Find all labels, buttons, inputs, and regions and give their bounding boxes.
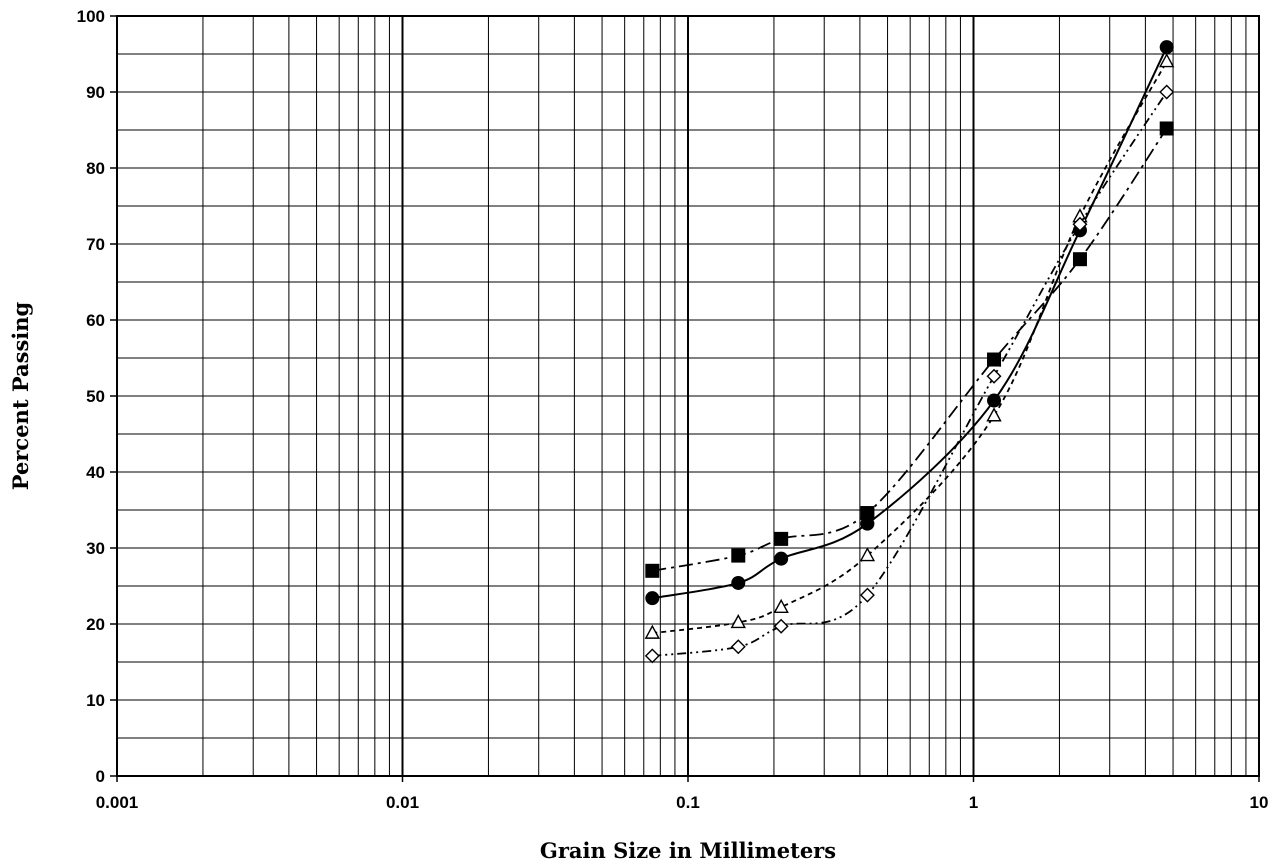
chart-grid bbox=[116, 15, 1259, 777]
square-marker bbox=[1159, 121, 1174, 136]
diamond-marker bbox=[986, 368, 1002, 384]
y-tick-label: 30 bbox=[86, 539, 105, 558]
y-tick-label: 90 bbox=[86, 83, 105, 102]
circle-marker bbox=[774, 551, 789, 566]
diamond-marker bbox=[1072, 216, 1088, 232]
diamond-marker bbox=[773, 618, 789, 634]
series-line-3 bbox=[652, 61, 1168, 635]
y-tick-label: 40 bbox=[86, 463, 105, 482]
square-marker bbox=[860, 506, 875, 521]
tick-labels: 0 10 20 30 40 50 60 70 80 90 100 0.001 0.01 0.1 1 10 bbox=[77, 7, 1269, 812]
y-tick-label: 100 bbox=[77, 7, 105, 26]
y-tick-label: 70 bbox=[86, 235, 105, 254]
square-marker bbox=[731, 548, 746, 563]
diamond-marker bbox=[859, 587, 875, 603]
x-tick-label: 0.01 bbox=[386, 793, 419, 812]
circle-marker bbox=[1159, 40, 1174, 55]
y-tick-label: 80 bbox=[86, 159, 105, 178]
y-tick-label: 20 bbox=[86, 615, 105, 634]
data-series bbox=[644, 40, 1175, 664]
triangle-marker bbox=[859, 547, 876, 562]
triangle-marker bbox=[986, 407, 1002, 422]
series-line-4 bbox=[652, 91, 1168, 657]
triangle-marker bbox=[730, 614, 746, 629]
triangle-marker bbox=[644, 624, 661, 639]
y-tick-label: 0 bbox=[96, 767, 105, 786]
x-tick-label: 1 bbox=[969, 793, 978, 812]
circle-marker bbox=[645, 591, 660, 606]
circle-marker bbox=[731, 575, 746, 590]
diamond-marker bbox=[1159, 84, 1175, 100]
plot-frame bbox=[116, 15, 1260, 777]
diamond-marker bbox=[730, 639, 746, 655]
square-marker bbox=[1072, 252, 1087, 267]
x-tick-label: 0.1 bbox=[676, 793, 700, 812]
x-tick-label: 10 bbox=[1250, 793, 1269, 812]
x-axis-label: Grain Size in Millimeters bbox=[540, 838, 836, 863]
square-marker bbox=[774, 531, 789, 546]
y-tick-label: 10 bbox=[86, 691, 105, 710]
x-tick-label: 0.001 bbox=[96, 793, 139, 812]
y-axis-label: Percent Passing bbox=[8, 301, 33, 490]
circle-marker bbox=[860, 516, 875, 531]
square-marker bbox=[987, 352, 1002, 367]
circle-marker bbox=[987, 393, 1002, 408]
series-line-1 bbox=[652, 127, 1168, 572]
y-tick-label: 60 bbox=[86, 311, 105, 330]
diamond-marker bbox=[644, 648, 660, 664]
triangle-marker bbox=[773, 598, 789, 613]
triangle-marker bbox=[1159, 53, 1175, 68]
square-marker bbox=[645, 563, 660, 578]
y-tick-label: 50 bbox=[86, 387, 105, 406]
